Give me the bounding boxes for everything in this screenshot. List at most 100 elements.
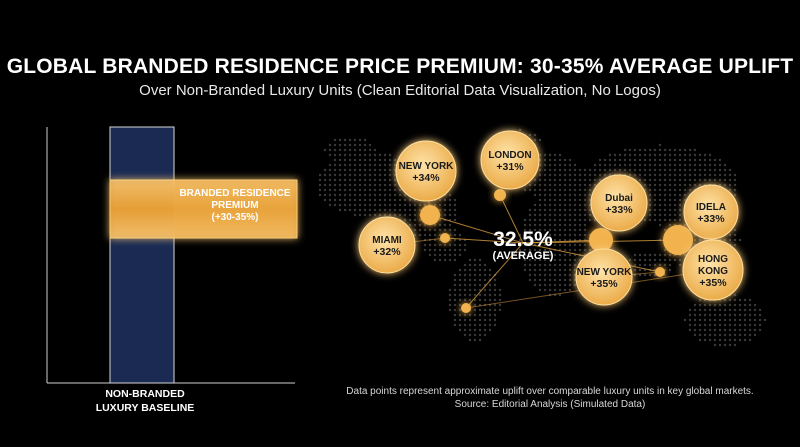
- map-dot: [393, 213, 397, 217]
- map-dot: [553, 243, 557, 247]
- map-dot: [413, 203, 417, 207]
- city-markers: [420, 189, 693, 313]
- map-dot: [473, 298, 477, 302]
- map-dot: [533, 248, 537, 252]
- map-dot: [638, 263, 642, 267]
- city-premium-label: +34%: [412, 172, 440, 184]
- map-dot: [423, 233, 427, 237]
- map-dot: [428, 248, 432, 252]
- map-dot: [648, 253, 652, 257]
- map-dot: [558, 218, 562, 222]
- map-dot: [558, 278, 562, 282]
- map-dot: [718, 158, 722, 162]
- map-dot: [333, 203, 337, 207]
- map-dot: [658, 263, 662, 267]
- map-dot: [678, 173, 682, 177]
- map-dot: [458, 318, 462, 322]
- map-dot: [453, 243, 457, 247]
- map-dot: [733, 183, 737, 187]
- map-dot: [743, 303, 747, 307]
- map-dot: [673, 163, 677, 167]
- map-dot: [738, 328, 742, 332]
- map-dot: [708, 328, 712, 332]
- map-dot: [688, 153, 692, 157]
- map-dot: [483, 328, 487, 332]
- map-dot: [573, 258, 577, 262]
- map-dot: [638, 173, 642, 177]
- map-dot: [348, 143, 352, 147]
- map-dot: [348, 163, 352, 167]
- map-dot: [583, 218, 587, 222]
- map-dot: [558, 268, 562, 272]
- map-dot: [743, 318, 747, 322]
- map-dot: [363, 168, 367, 172]
- map-dot: [438, 203, 442, 207]
- map-dot: [343, 138, 347, 142]
- map-dot: [693, 163, 697, 167]
- map-dot: [498, 288, 502, 292]
- map-dot: [488, 283, 492, 287]
- map-dot: [548, 178, 552, 182]
- map-dot: [698, 153, 702, 157]
- city-bubble: [683, 184, 739, 240]
- map-dot: [733, 323, 737, 327]
- map-dot: [678, 198, 682, 202]
- city-marker: [440, 233, 450, 243]
- map-dot: [723, 328, 727, 332]
- map-dot: [688, 148, 692, 152]
- map-dot: [388, 183, 392, 187]
- map-dot: [378, 213, 382, 217]
- map-dot: [368, 158, 372, 162]
- map-dot: [733, 333, 737, 337]
- map-dot: [663, 213, 667, 217]
- map-dot: [353, 143, 357, 147]
- map-dot: [368, 143, 372, 147]
- map-dot: [683, 183, 687, 187]
- map-dot: [543, 253, 547, 257]
- map-dot: [398, 198, 402, 202]
- map-dot: [523, 268, 527, 272]
- map-dot: [668, 173, 672, 177]
- map-dot: [583, 203, 587, 207]
- map-dot: [523, 223, 527, 227]
- map-dot: [428, 243, 432, 247]
- map-dot: [388, 178, 392, 182]
- map-dot: [543, 198, 547, 202]
- map-dot: [433, 228, 437, 232]
- map-dot: [393, 183, 397, 187]
- map-dot: [368, 173, 372, 177]
- map-dot: [683, 148, 687, 152]
- map-dot: [488, 313, 492, 317]
- map-dot: [533, 193, 537, 197]
- map-dot: [383, 158, 387, 162]
- map-dot: [478, 338, 482, 342]
- map-dot: [343, 143, 347, 147]
- map-dot: [558, 228, 562, 232]
- map-dot: [738, 323, 742, 327]
- map-dot: [628, 148, 632, 152]
- map-dot: [638, 268, 642, 272]
- map-dot: [473, 293, 477, 297]
- map-dot: [608, 173, 612, 177]
- map-dot: [688, 158, 692, 162]
- map-dot: [328, 148, 332, 152]
- map-dot: [758, 308, 762, 312]
- map-dot: [713, 323, 717, 327]
- map-dot: [353, 183, 357, 187]
- map-dot: [383, 188, 387, 192]
- map-dot: [623, 168, 627, 172]
- map-dot: [663, 258, 667, 262]
- map-dot: [418, 208, 422, 212]
- map-dot: [543, 193, 547, 197]
- map-dot: [553, 278, 557, 282]
- map-dot: [658, 183, 662, 187]
- map-dot: [483, 278, 487, 282]
- map-dot: [563, 228, 567, 232]
- map-dot: [678, 193, 682, 197]
- map-dot: [748, 338, 752, 342]
- map-dot: [488, 273, 492, 277]
- map-dot: [338, 143, 342, 147]
- map-dot: [683, 198, 687, 202]
- map-dot: [553, 153, 557, 157]
- map-dot: [578, 213, 582, 217]
